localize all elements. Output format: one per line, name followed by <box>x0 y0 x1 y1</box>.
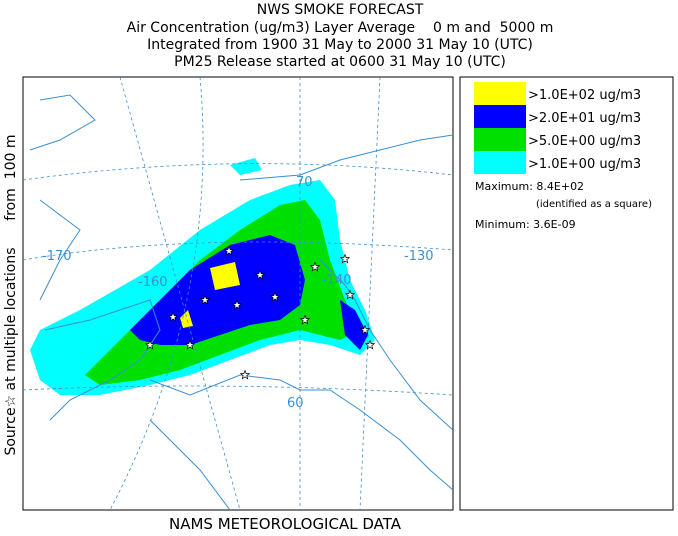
plume-blue <box>340 300 368 350</box>
subtitle: PM25 Release started at 0600 31 May 10 (… <box>174 54 506 70</box>
legend-label: >1.0E+02 ug/m3 <box>528 88 641 103</box>
legend-swatch <box>474 82 526 105</box>
legend: >1.0E+02 ug/m3 >2.0E+01 ug/m3 >5.0E+00 u… <box>459 76 674 511</box>
map-label: -160 <box>138 275 168 290</box>
map-label: -140 <box>322 273 352 288</box>
map: -170 -160 -140 -130 70 60 <box>22 76 454 511</box>
plume-yellow <box>210 262 240 290</box>
title: NWS SMOKE FORECAST <box>257 2 424 18</box>
footer: NAMS METEOROLOGICAL DATA <box>169 515 402 532</box>
map-label: -170 <box>42 249 72 264</box>
legend-label: >5.0E+00 ug/m3 <box>528 134 641 149</box>
legend-swatch <box>474 105 526 128</box>
legend-label: >1.0E+00 ug/m3 <box>528 157 641 172</box>
map-label: -130 <box>404 249 434 264</box>
subtitle: Air Concentration (ug/m3) Layer Average … <box>127 20 554 36</box>
legend-swatch <box>474 151 526 174</box>
side-label: Source☆ at multiple locations from 100 m <box>3 134 19 455</box>
map-label: 70 <box>296 175 313 190</box>
map-label: 60 <box>287 396 304 411</box>
legend-label: >2.0E+01 ug/m3 <box>528 111 641 126</box>
subtitle: Integrated from 1900 31 May to 2000 31 M… <box>147 37 533 53</box>
plume-cyan <box>230 158 262 175</box>
minimum: Minimum: 3.6E-09 <box>475 218 576 231</box>
maximum-note: (identified as a square) <box>536 199 652 210</box>
maximum: Maximum: 8.4E+02 <box>475 180 584 193</box>
plume-yellow <box>180 310 193 328</box>
legend-swatch <box>474 128 526 151</box>
